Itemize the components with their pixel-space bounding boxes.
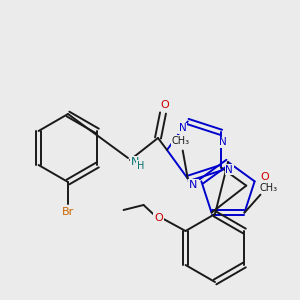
Text: N: N	[189, 180, 198, 190]
Text: O: O	[160, 100, 169, 110]
Text: N: N	[131, 157, 140, 167]
Text: N: N	[219, 137, 227, 147]
Text: N: N	[225, 165, 233, 175]
Text: N: N	[179, 124, 187, 134]
Text: H: H	[137, 161, 144, 171]
Text: O: O	[260, 172, 269, 182]
Text: CH₃: CH₃	[172, 136, 190, 146]
Text: CH₃: CH₃	[260, 183, 278, 193]
Text: Br: Br	[62, 207, 74, 217]
Text: O: O	[154, 213, 163, 223]
